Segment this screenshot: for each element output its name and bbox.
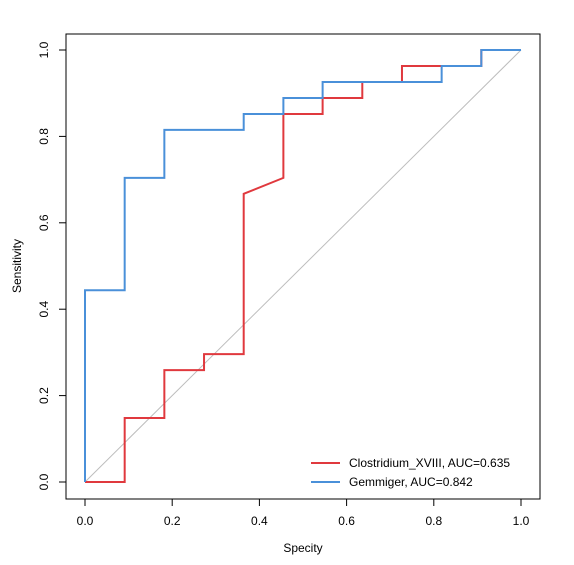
x-tick-label: 0.2 — [164, 514, 181, 528]
legend-label-1: Gemmiger, AUC=0.842 — [349, 475, 473, 489]
series-layer — [84, 49, 521, 483]
y-axis: 0.0 0.2 0.4 0.6 0.8 1.0 — [37, 41, 67, 490]
x-axis: 0.0 0.2 0.4 0.6 0.8 1.0 — [77, 498, 530, 528]
x-tick-label: 0.4 — [251, 514, 268, 528]
series-line-1 — [84, 49, 521, 482]
x-tick-label: 1.0 — [513, 514, 530, 528]
reference-line-layer — [84, 49, 522, 483]
x-tick-label: 0.0 — [77, 514, 94, 528]
y-tick-label: 0.8 — [37, 128, 51, 145]
y-tick-label: 0.6 — [37, 214, 51, 231]
y-tick-label: 0.0 — [37, 473, 51, 490]
x-axis-title: Specity — [283, 541, 322, 555]
x-tick-label: 0.8 — [425, 514, 442, 528]
y-tick-label: 0.4 — [37, 301, 51, 318]
x-tick-label: 0.6 — [338, 514, 355, 528]
legend-label-0: Clostridium_XVIII, AUC=0.635 — [349, 456, 510, 470]
reference-diagonal-line — [84, 49, 522, 483]
y-tick-label: 0.2 — [37, 387, 51, 404]
legend: Clostridium_XVIII, AUC=0.635 Gemmiger, AU… — [311, 456, 510, 489]
y-axis-title: Sensitivity — [10, 239, 24, 293]
y-tick-label: 1.0 — [37, 41, 51, 58]
